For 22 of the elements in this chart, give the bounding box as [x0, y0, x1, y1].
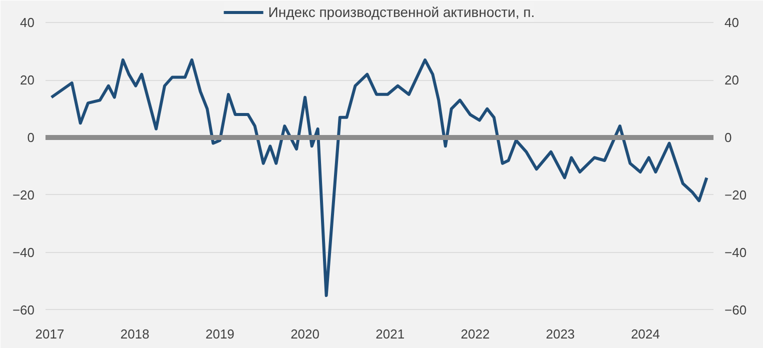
y-tick-label: −40	[12, 244, 35, 260]
x-tick-label: 2018	[120, 326, 150, 342]
y2-tick-label: 0	[724, 130, 732, 146]
y-tick-label: 40	[20, 15, 35, 30]
y2-tick-label: −40	[724, 244, 747, 260]
x-tick-label: 2021	[376, 326, 405, 342]
y2-tick-label: 40	[724, 15, 739, 30]
x-tick-label: 2019	[205, 326, 234, 342]
legend-label: Индекс производственной активности, п.	[268, 4, 535, 20]
x-tick-label: 2024	[630, 326, 660, 342]
x-tick-label: 2022	[460, 326, 490, 342]
x-tick-label: 2023	[546, 326, 575, 342]
y-tick-label: −20	[12, 187, 35, 202]
y2-tick-label: 20	[724, 72, 739, 88]
x-tick-label: 2017	[35, 326, 64, 342]
line-series	[50, 58, 708, 298]
y-tick-label: −60	[12, 302, 35, 318]
y2-tick-label: −20	[724, 187, 747, 202]
y-tick-label: 0	[27, 130, 35, 146]
x-tick-label: 2020	[290, 326, 320, 342]
y2-tick-label: −60	[724, 302, 747, 318]
y-tick-label: 20	[20, 72, 35, 88]
